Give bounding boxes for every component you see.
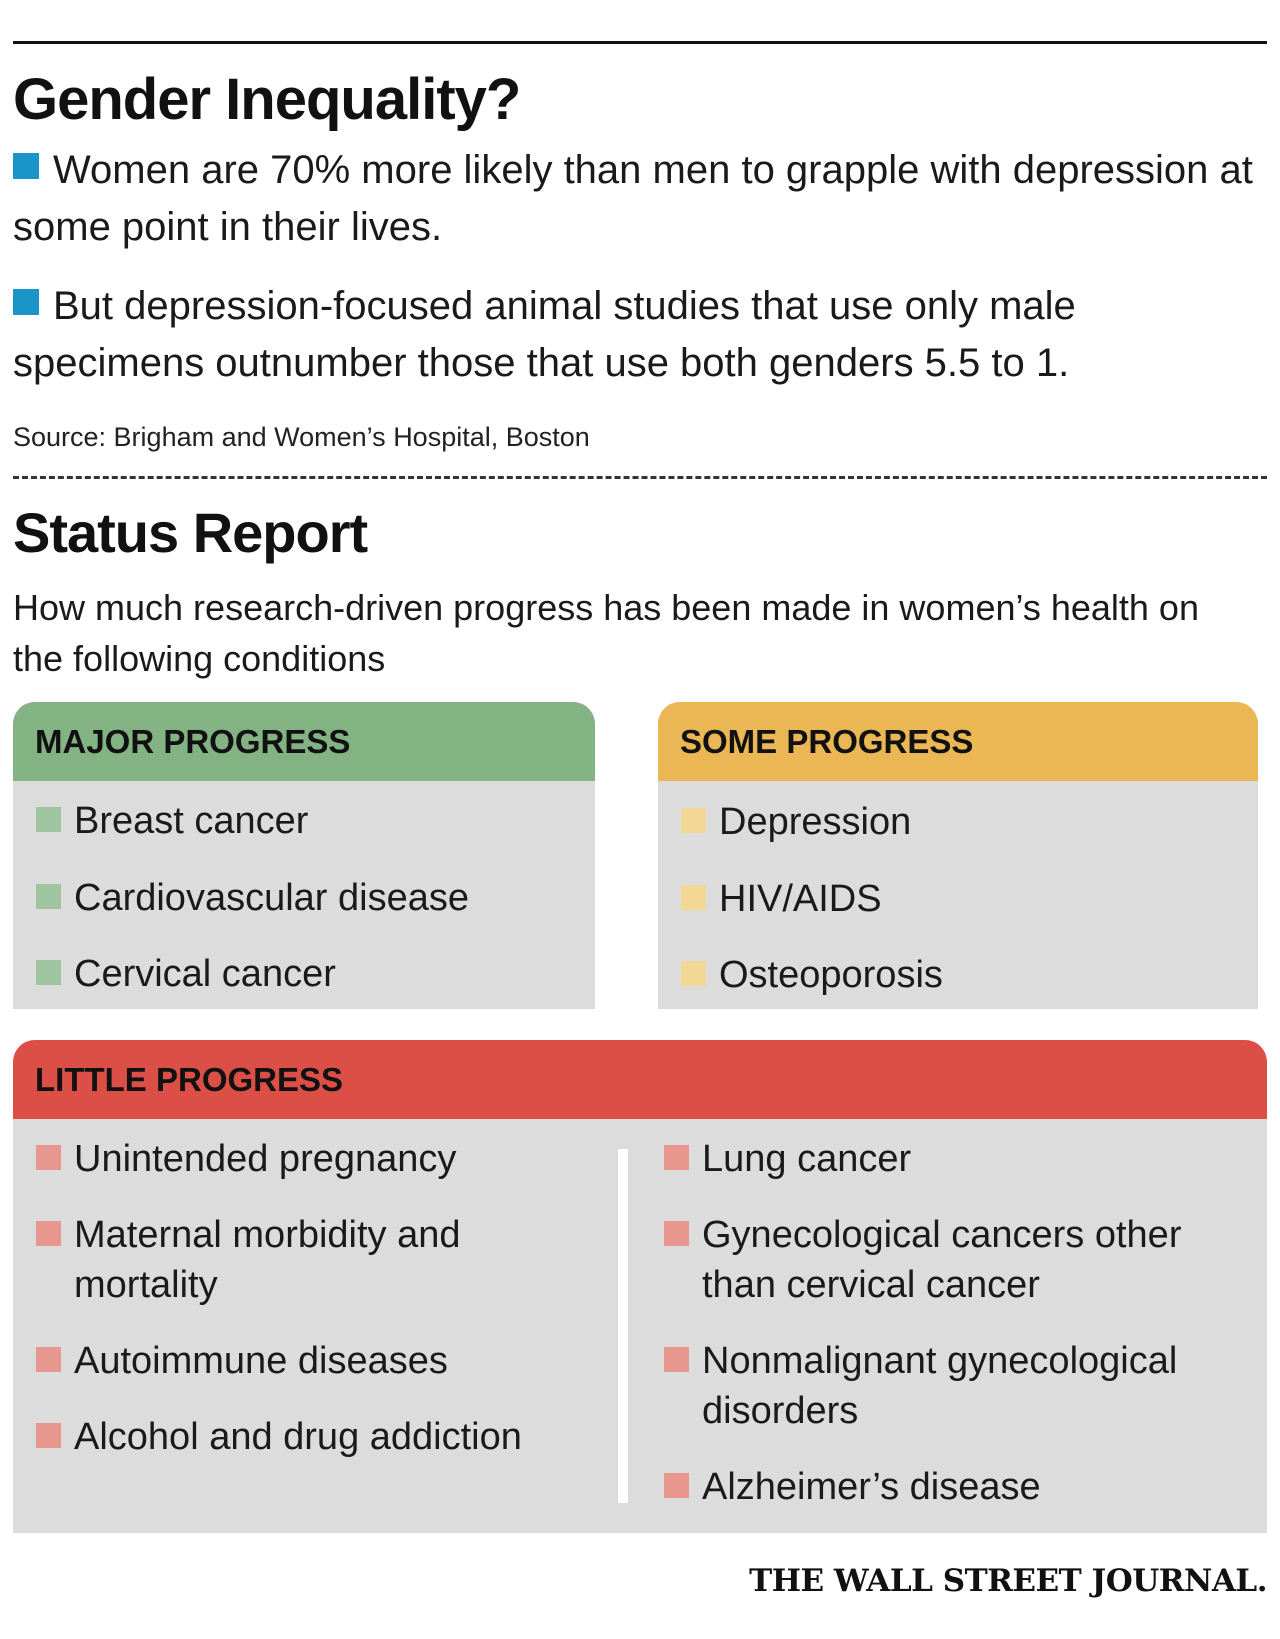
bullet-text: Women are 70% more likely than men to gr…	[13, 148, 1253, 249]
bullet-square-icon	[13, 153, 39, 179]
publisher-logo: THE WALL STREET JOURNAL.	[749, 1563, 1267, 1599]
bullet-1: Women are 70% more likely than men to gr…	[13, 142, 1263, 256]
green-square-icon	[36, 807, 61, 832]
little-progress-header: LITTLE PROGRESS	[13, 1040, 1267, 1119]
red-square-icon	[36, 1347, 61, 1372]
bullet-2: But depression-focused animal studies th…	[13, 278, 1263, 392]
yellow-square-icon	[681, 885, 706, 910]
yellow-square-icon	[681, 808, 706, 833]
green-square-icon	[36, 884, 61, 909]
page-title: Gender Inequality?	[13, 67, 521, 132]
some-progress-panel: SOME PROGRESS Depression HIV/AIDS Osteop…	[658, 702, 1258, 1009]
status-report-subtitle: How much research-driven progress has be…	[13, 587, 1199, 679]
red-square-icon	[664, 1145, 689, 1170]
red-square-icon	[36, 1145, 61, 1170]
little-progress-panel: LITTLE PROGRESS Unintended pregnancy Mat…	[13, 1040, 1267, 1533]
status-report-title: Status Report	[13, 501, 368, 564]
bullet-square-icon	[13, 289, 39, 315]
major-progress-header: MAJOR PROGRESS	[13, 702, 595, 781]
major-progress-panel: MAJOR PROGRESS Breast cancer Cardiovascu…	[13, 702, 595, 1009]
red-square-icon	[36, 1221, 61, 1246]
source-note: Source: Brigham and Women’s Hospital, Bo…	[13, 422, 590, 452]
green-square-icon	[36, 960, 61, 985]
dashed-divider	[13, 476, 1267, 479]
red-square-icon	[664, 1473, 689, 1498]
yellow-square-icon	[681, 961, 706, 986]
some-progress-header: SOME PROGRESS	[658, 702, 1258, 781]
bullet-text: But depression-focused animal studies th…	[13, 284, 1076, 385]
red-square-icon	[664, 1221, 689, 1246]
top-rule	[13, 41, 1267, 44]
red-square-icon	[36, 1423, 61, 1448]
column-divider	[618, 1149, 628, 1503]
red-square-icon	[664, 1347, 689, 1372]
